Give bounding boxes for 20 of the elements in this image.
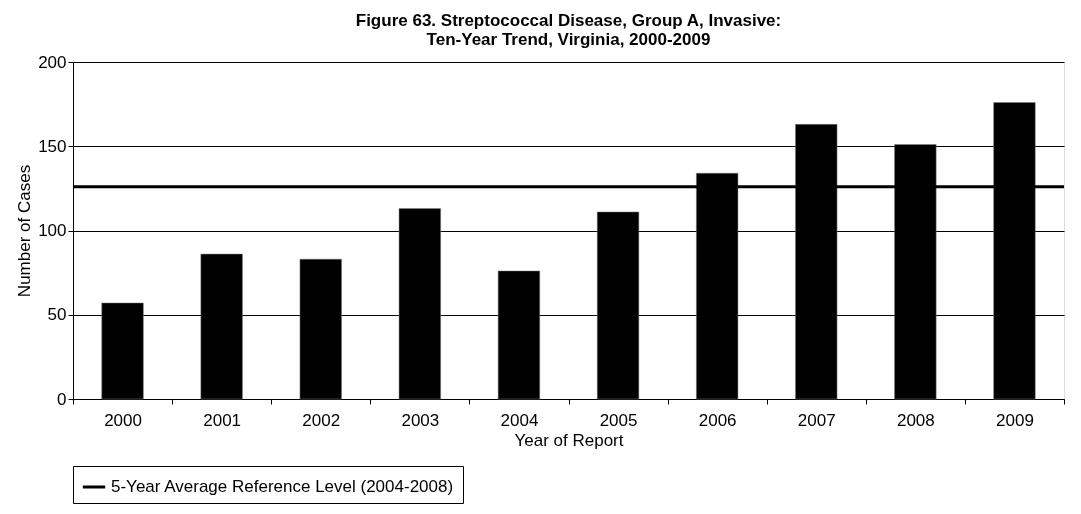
x-axis-title: Year of Report	[514, 430, 624, 450]
x-tick-label: 2009	[996, 410, 1034, 430]
x-tick-label: 2007	[797, 410, 836, 430]
y-tick-label: 50	[47, 305, 67, 325]
x-tick-label: 2005	[599, 410, 638, 430]
x-tick-label: 2003	[401, 410, 440, 430]
x-tick-label: 2008	[896, 410, 935, 430]
text: Figure 63. Streptococcal Disease, Group A, Invasive:	[355, 11, 782, 30]
y-tick-label: 100	[38, 221, 67, 240]
x-tick-label: 2001	[203, 410, 242, 430]
x-tick-label: 2004	[500, 410, 539, 430]
y-tick-label: 0	[57, 389, 67, 409]
text: Ten-Year Trend, Virginia, 2000-2009	[426, 30, 711, 49]
y-tick-label: 200	[38, 52, 67, 72]
y-axis-title: Number of Cases	[15, 164, 35, 298]
x-tick-label: 2000	[104, 410, 142, 430]
x-tick-label: 2006	[698, 410, 737, 430]
y-tick-label: 150	[38, 136, 67, 156]
x-tick-label: 2002	[302, 410, 341, 430]
legend-label: 5-Year Average Reference Level (2004-2008)	[111, 477, 454, 496]
